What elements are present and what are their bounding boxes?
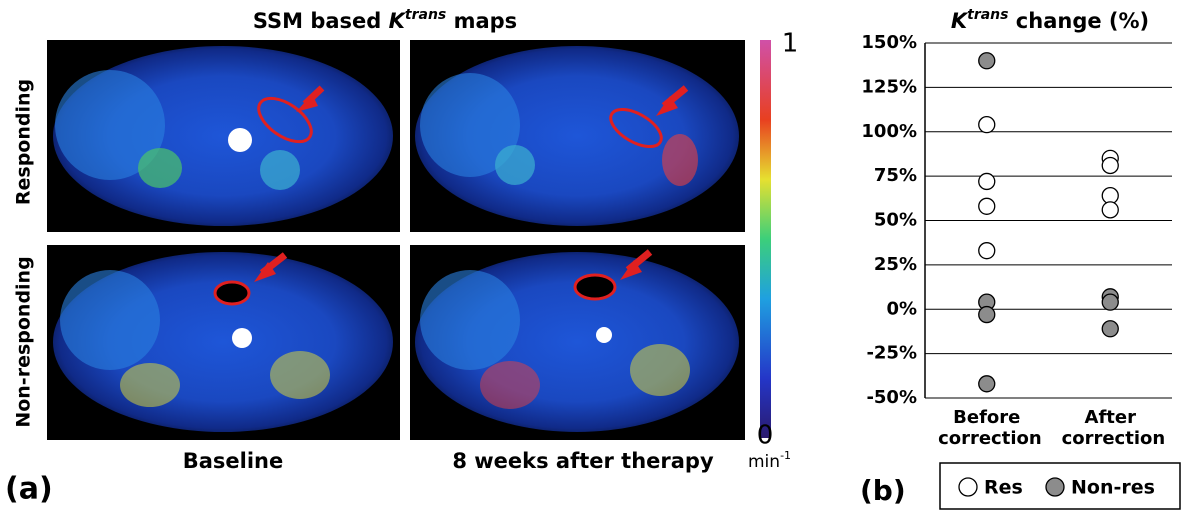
panel-label: (a) <box>5 472 53 507</box>
panel-a-title: SSM based Ktrans maps <box>253 7 517 33</box>
point <box>1101 320 1119 338</box>
legend-marker <box>958 477 978 497</box>
legend-label: Res <box>984 477 1023 499</box>
x-tick-label: After correction <box>1055 407 1165 449</box>
column-label: 8 weeks after therapy <box>452 449 714 473</box>
colorbar-min: 0 <box>757 421 774 451</box>
y-tick-label: 25% <box>874 254 917 275</box>
point <box>978 172 996 191</box>
y-tick-label: -50% <box>866 387 917 408</box>
row-label: Non-responding <box>13 256 35 427</box>
legend-label: Non-res <box>1071 477 1155 499</box>
y-tick-label: 100% <box>861 121 917 142</box>
y-tick-label: 50% <box>874 210 917 231</box>
chart-title: Ktrans change (%) <box>951 7 1149 33</box>
point <box>978 375 996 393</box>
point <box>1101 201 1119 219</box>
legend-marker <box>1045 477 1065 497</box>
mri-images <box>47 40 745 440</box>
y-tick-label: 75% <box>874 165 917 186</box>
column-label: Baseline <box>183 449 284 473</box>
x-tick-label: Before correction <box>932 407 1042 449</box>
y-tick-label: 125% <box>861 76 917 97</box>
y-tick-label: -25% <box>866 343 917 364</box>
colorbar <box>760 40 771 438</box>
point <box>978 305 996 324</box>
point <box>1101 156 1119 175</box>
point <box>978 52 996 70</box>
point <box>978 197 996 215</box>
y-tick-label: 150% <box>861 32 917 53</box>
row-label: Responding <box>13 79 35 205</box>
point <box>1101 293 1119 311</box>
colorbar-max: 1 <box>782 29 799 59</box>
point <box>978 242 996 260</box>
panel-label: (b) <box>860 474 906 507</box>
point <box>978 116 996 134</box>
y-tick-label: 0% <box>886 298 917 319</box>
colorbar-unit: min-1 <box>748 449 791 472</box>
